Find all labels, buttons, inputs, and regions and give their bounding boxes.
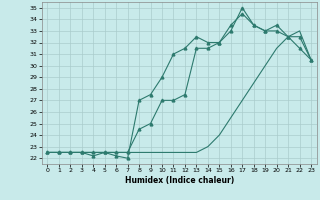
X-axis label: Humidex (Indice chaleur): Humidex (Indice chaleur) <box>124 176 234 185</box>
